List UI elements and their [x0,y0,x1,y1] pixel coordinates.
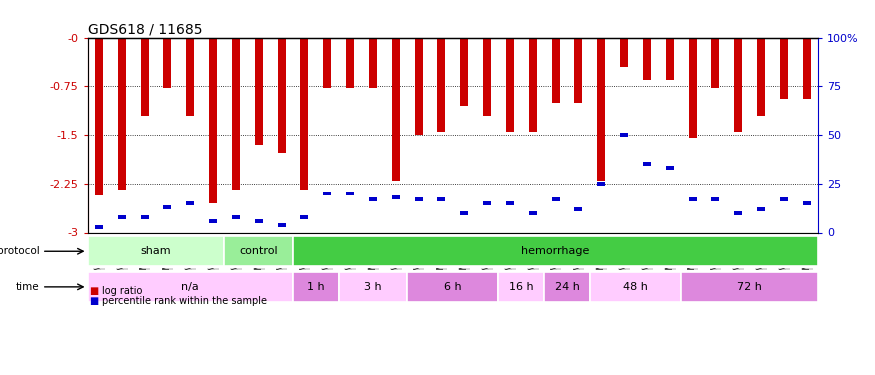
Text: control: control [240,246,278,256]
Bar [574,38,583,102]
Bar [141,38,149,116]
Text: hemorrhage: hemorrhage [522,246,590,256]
Bar [346,192,354,195]
Bar [780,38,788,99]
Bar [499,272,544,302]
Bar [460,211,468,215]
Bar [323,38,332,88]
Bar [483,38,491,116]
Bar [141,215,149,219]
Bar [277,223,285,226]
Bar [734,38,742,132]
Text: n/a: n/a [181,282,200,292]
Text: 16 h: 16 h [509,282,534,292]
Bar [681,272,818,302]
Bar [544,272,590,302]
Bar [438,197,445,201]
Bar [598,38,605,180]
Text: GDS618 / 11685: GDS618 / 11685 [88,22,202,36]
Bar [620,38,628,67]
Bar [689,38,696,138]
Bar [528,211,536,215]
Bar [506,201,514,205]
Bar [94,38,103,195]
Text: 6 h: 6 h [444,282,462,292]
Bar [225,236,293,266]
Bar [415,38,423,135]
Bar [551,197,559,201]
Bar [88,236,225,266]
Bar [590,272,681,302]
Text: sham: sham [141,246,172,256]
Bar [689,197,696,201]
Bar [369,38,377,88]
Bar [438,38,445,132]
Bar [392,38,400,180]
Text: ■: ■ [89,286,99,296]
Bar [232,38,240,190]
Bar [346,38,354,88]
Bar [415,197,423,201]
Text: log ratio: log ratio [102,286,142,296]
Bar [293,272,339,302]
Bar [293,236,818,266]
Bar [620,133,628,137]
Bar [339,272,407,302]
Bar [711,197,719,201]
Bar [300,38,308,190]
Text: 1 h: 1 h [307,282,325,292]
Bar [209,38,217,203]
Bar [711,38,719,88]
Bar [551,38,559,102]
Bar [802,38,811,99]
Bar [802,201,811,205]
Bar [392,195,400,200]
Text: 3 h: 3 h [364,282,382,292]
Bar [255,219,262,223]
Text: 24 h: 24 h [555,282,579,292]
Bar [528,38,536,132]
Bar [643,38,651,80]
Bar [666,166,674,170]
Bar [460,38,468,106]
Bar [643,162,651,166]
Text: protocol: protocol [0,246,39,256]
Bar [118,215,126,219]
Text: percentile rank within the sample: percentile rank within the sample [102,296,267,306]
Text: 72 h: 72 h [738,282,762,292]
Bar [734,211,742,215]
Text: ■: ■ [89,296,99,306]
Text: time: time [16,282,39,292]
Bar [232,215,240,219]
Bar [780,197,788,201]
Bar [209,219,217,223]
Bar [164,38,172,88]
Text: 48 h: 48 h [623,282,648,292]
Bar [407,272,499,302]
Bar [574,207,583,211]
Bar [757,38,765,116]
Bar [598,182,605,186]
Bar [506,38,514,132]
Bar [277,38,285,153]
Bar [186,201,194,205]
Bar [483,201,491,205]
Bar [94,225,103,229]
Bar [666,38,674,80]
Bar [186,38,194,116]
Bar [255,38,262,145]
Bar [369,197,377,201]
Bar [118,38,126,190]
Bar [757,207,765,211]
Bar [88,272,293,302]
Bar [164,205,172,209]
Bar [300,215,308,219]
Bar [323,192,332,195]
